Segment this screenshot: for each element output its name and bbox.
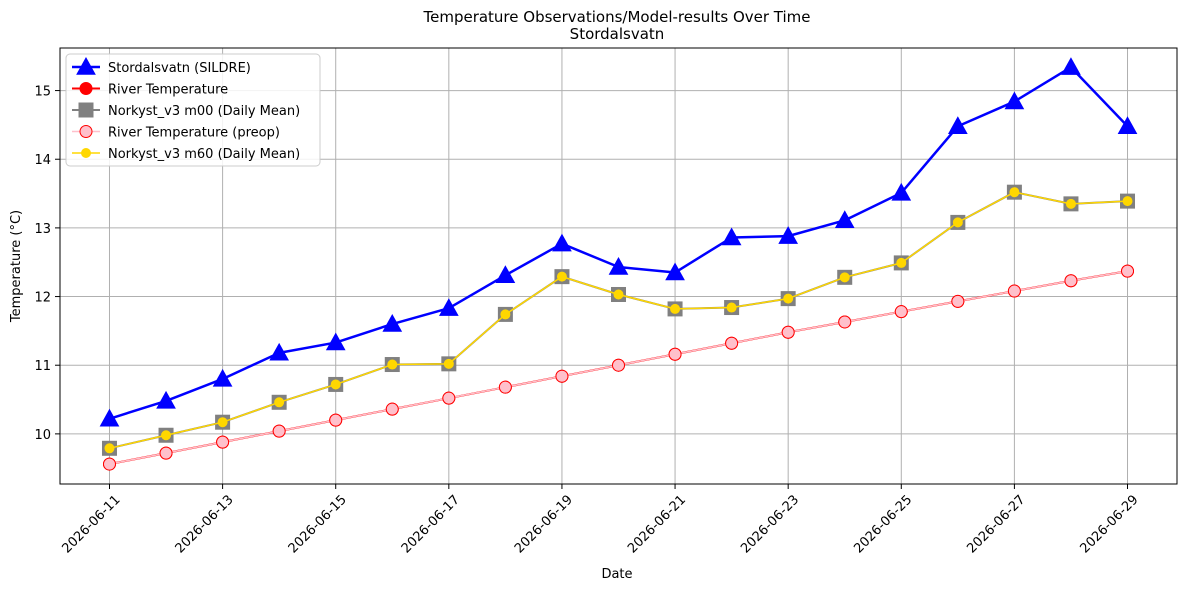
series-4 bbox=[102, 264, 1135, 471]
series-5 bbox=[104, 187, 1133, 454]
y-tick-label: 11 bbox=[34, 359, 51, 374]
legend-label: River Temperature (preop) bbox=[108, 126, 280, 141]
data-point bbox=[1065, 198, 1076, 209]
legend[interactable]: Stordalsvatn (SILDRE) River Temperature No… bbox=[65, 53, 321, 167]
data-point bbox=[212, 368, 233, 387]
data-point bbox=[495, 265, 516, 283]
chart-subtitle: Stordalsvatn bbox=[570, 25, 665, 43]
data-point bbox=[1004, 91, 1025, 110]
legend-item[interactable]: Norkyst_v3 m00 (Daily Mean) bbox=[72, 102, 300, 119]
data-point bbox=[330, 379, 341, 390]
data-point bbox=[721, 227, 742, 246]
legend-item[interactable]: River Temperature (preop) bbox=[72, 125, 280, 141]
chart-title: Temperature Observations/Model-results O… bbox=[422, 8, 810, 26]
data-point bbox=[951, 294, 965, 308]
data-point bbox=[442, 391, 456, 405]
data-point bbox=[555, 369, 569, 383]
data-point bbox=[216, 435, 230, 449]
data-point bbox=[104, 443, 115, 454]
y-tick-label: 14 bbox=[34, 153, 51, 168]
y-tick-label: 15 bbox=[34, 85, 51, 100]
data-point bbox=[217, 417, 228, 428]
data-point bbox=[670, 303, 681, 314]
data-point bbox=[382, 313, 403, 332]
data-point bbox=[838, 315, 852, 329]
data-point bbox=[102, 457, 116, 471]
data-point bbox=[952, 217, 963, 228]
data-point bbox=[725, 336, 739, 350]
x-axis-label: Date bbox=[601, 567, 632, 582]
data-point bbox=[99, 408, 120, 427]
data-point bbox=[274, 397, 285, 408]
data-point bbox=[726, 302, 737, 313]
data-point bbox=[894, 305, 908, 319]
data-point bbox=[1064, 274, 1078, 288]
y-axis-label: Temperature (°C) bbox=[9, 210, 24, 323]
legend-marker bbox=[81, 148, 91, 158]
data-point bbox=[834, 210, 855, 229]
data-point bbox=[891, 182, 912, 201]
data-point bbox=[1117, 116, 1138, 134]
legend-label: Stordalsvatn (SILDRE) bbox=[108, 61, 251, 76]
data-point bbox=[1122, 196, 1133, 207]
series-layer bbox=[99, 57, 1138, 471]
data-point bbox=[781, 325, 795, 339]
legend-marker bbox=[79, 82, 93, 95]
data-point bbox=[668, 347, 682, 361]
data-point bbox=[1061, 57, 1081, 75]
data-point bbox=[159, 446, 173, 460]
data-point bbox=[778, 226, 799, 244]
data-point bbox=[1009, 187, 1020, 198]
data-point bbox=[947, 116, 968, 134]
data-point bbox=[443, 358, 454, 369]
data-point bbox=[1121, 264, 1135, 278]
data-point bbox=[783, 293, 794, 304]
data-point bbox=[498, 380, 512, 394]
legend-label: Norkyst_v3 m00 (Daily Mean) bbox=[108, 104, 300, 119]
data-point bbox=[161, 430, 172, 441]
data-point bbox=[269, 342, 290, 361]
data-point bbox=[552, 233, 572, 252]
data-point bbox=[438, 298, 459, 316]
y-tick-label: 12 bbox=[34, 291, 51, 306]
data-point bbox=[500, 309, 511, 320]
plot-frame bbox=[59, 47, 1178, 485]
data-point bbox=[1007, 284, 1021, 298]
legend-marker bbox=[78, 102, 94, 118]
legend-marker bbox=[76, 56, 96, 75]
legend-label: Norkyst_v3 m60 (Daily Mean) bbox=[108, 147, 300, 162]
data-point bbox=[839, 272, 850, 283]
legend-item[interactable]: Norkyst_v3 m60 (Daily Mean) bbox=[72, 147, 300, 162]
data-point bbox=[556, 271, 567, 282]
data-point bbox=[385, 402, 399, 416]
legend-label: River Temperature bbox=[108, 83, 228, 98]
data-point bbox=[325, 332, 346, 351]
data-point bbox=[613, 289, 624, 300]
data-point bbox=[612, 358, 625, 372]
y-tick-label: 10 bbox=[34, 428, 51, 443]
legend-item[interactable]: River Temperature bbox=[72, 82, 228, 98]
data-point bbox=[608, 257, 629, 275]
y-tick-label: 13 bbox=[34, 222, 51, 237]
data-point bbox=[272, 424, 286, 438]
legend-box bbox=[65, 53, 321, 167]
data-point bbox=[156, 390, 176, 409]
legend-item[interactable]: Stordalsvatn (SILDRE) bbox=[72, 56, 251, 76]
data-point bbox=[329, 413, 343, 427]
legend-marker bbox=[79, 125, 93, 138]
data-point bbox=[387, 359, 398, 370]
data-point bbox=[896, 257, 907, 268]
data-point bbox=[665, 262, 685, 281]
series-1 bbox=[99, 57, 1138, 427]
